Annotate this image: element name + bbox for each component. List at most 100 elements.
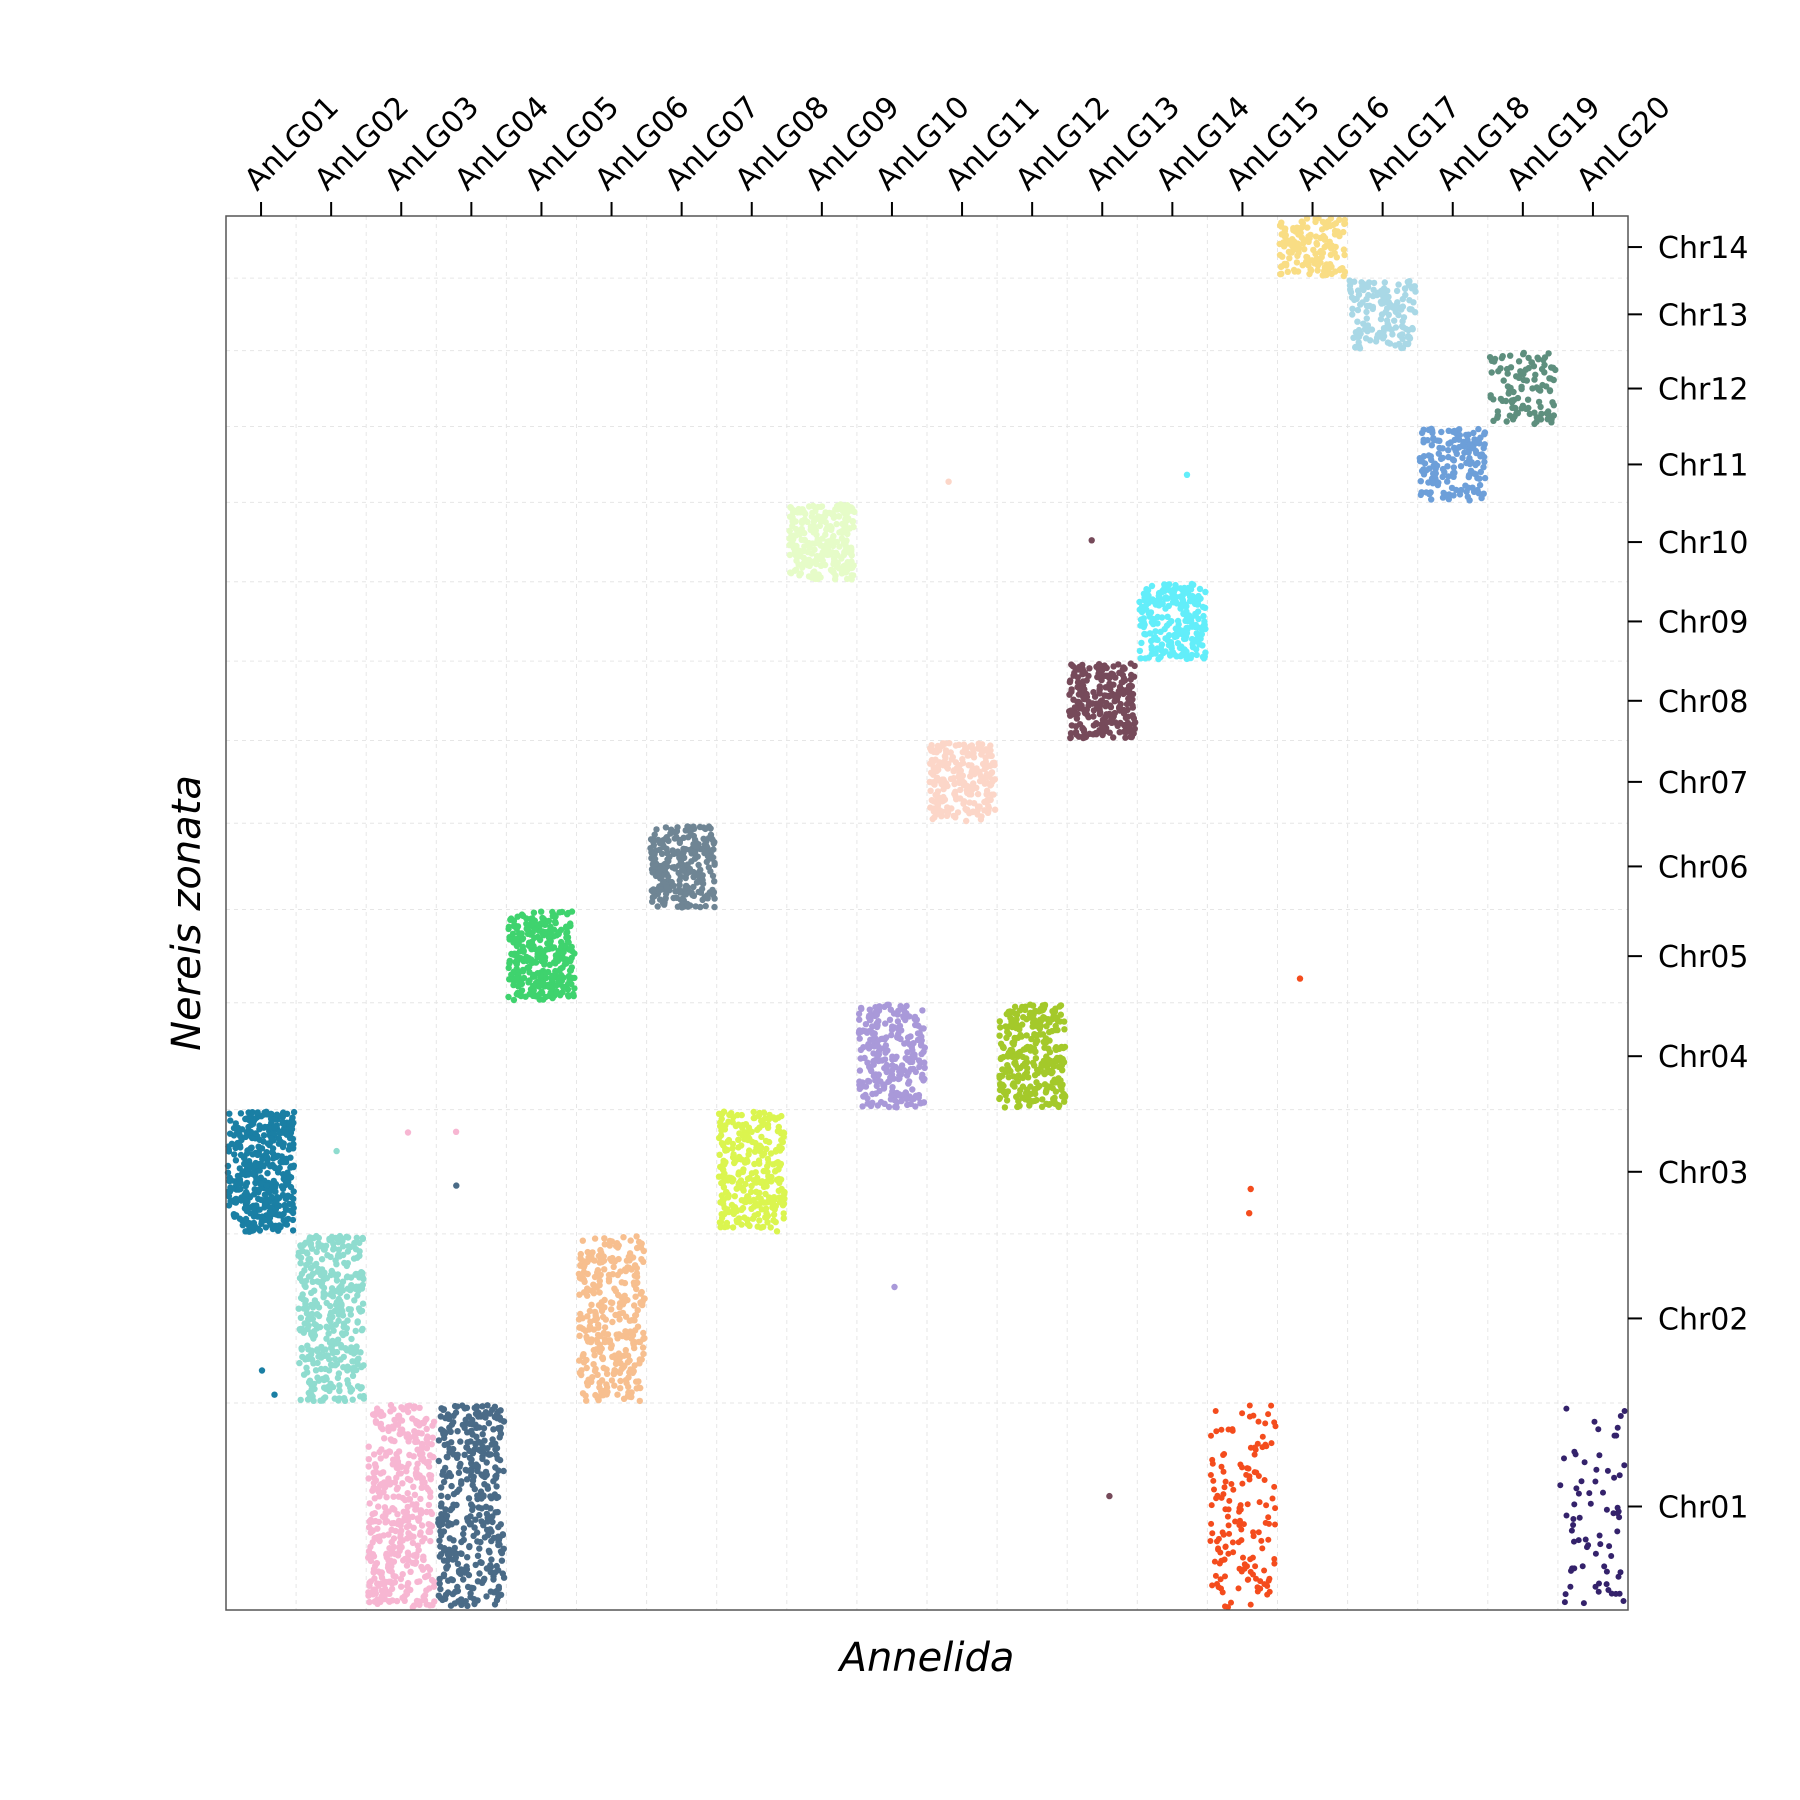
point-anlg03-chr01	[404, 1515, 411, 1522]
point-anlg04-chr01	[442, 1591, 450, 1599]
point-anlg02-chr02	[307, 1273, 315, 1280]
point-anlg08-chr03	[778, 1112, 785, 1120]
point-anlg06-chr02	[623, 1334, 630, 1341]
point-anlg09-chr10	[844, 502, 851, 509]
point-anlg03-chr01	[427, 1493, 434, 1501]
point-anlg10-chr04	[909, 1086, 916, 1093]
point-anlg08-chr03	[735, 1136, 742, 1144]
point-anlg01-chr03	[257, 1180, 265, 1187]
point-anlg02-chr02	[295, 1305, 302, 1312]
point-anlg14-chr09	[1192, 612, 1199, 619]
point-anlg01-chr03	[274, 1169, 282, 1176]
point-anlg02-chr02	[297, 1314, 305, 1322]
point-anlg04-chr01	[450, 1419, 457, 1426]
point-anlg04-chr01	[493, 1483, 500, 1490]
point-anlg15-chr01	[1252, 1446, 1259, 1453]
point-anlg16-chr14	[1278, 219, 1285, 226]
point-anlg10-chr04	[868, 1067, 875, 1075]
point-anlg10-chr04	[893, 1089, 901, 1097]
point-anlg11-chr07	[954, 809, 962, 816]
point-anlg08-chr03	[756, 1109, 763, 1117]
point-anlg09-chr10	[844, 560, 852, 567]
point-anlg05-chr05	[518, 987, 526, 994]
point-anlg03-chr01	[397, 1542, 404, 1549]
point-anlg02-chr02	[328, 1233, 336, 1241]
point-anlg03-chr01	[417, 1529, 424, 1536]
point-anlg05-chr05	[519, 912, 527, 920]
point-anlg06-chr02	[635, 1338, 642, 1346]
point-anlg02-chr02	[330, 1246, 337, 1253]
point-anlg01-chr03	[279, 1119, 287, 1126]
point-anlg11-chr07	[985, 804, 993, 812]
point-anlg08-chr03	[729, 1178, 736, 1185]
point-anlg15-chr01	[1239, 1410, 1246, 1417]
point-anlg05-chr05	[559, 954, 566, 961]
point-anlg06-chr02	[591, 1352, 598, 1359]
point-anlg04-chr01	[435, 1457, 442, 1465]
point-anlg03-chr01	[414, 1542, 421, 1549]
point-anlg05-chr05	[534, 978, 542, 985]
point-anlg13-chr08	[1129, 704, 1137, 711]
point-anlg04-chr01	[474, 1578, 482, 1585]
point-anlg03-chr01	[418, 1430, 425, 1437]
point-anlg02-chr02	[331, 1395, 338, 1402]
point-anlg01-chr03	[264, 1111, 271, 1118]
point-anlg02-chr02	[327, 1291, 334, 1298]
point-anlg02-chr02	[326, 1387, 333, 1395]
point-anlg11-chr07	[928, 769, 935, 776]
point-anlg02-chr02	[313, 1347, 321, 1355]
point-anlg10-chr04	[913, 1016, 920, 1023]
point-anlg15-chr01	[1262, 1519, 1269, 1526]
point-anlg15-chr01	[1220, 1468, 1227, 1475]
point-anlg11-chr07	[929, 779, 936, 786]
point-anlg13-chr08	[1127, 660, 1135, 667]
point-anlg07-chr06	[662, 824, 670, 831]
point-anlg12-chr04	[996, 1094, 1004, 1102]
point-anlg03-chr01	[423, 1436, 430, 1443]
point-anlg01-chr03	[289, 1209, 297, 1217]
point-anlg10-chr04	[902, 1055, 909, 1062]
point-anlg05-chr05	[509, 951, 517, 958]
point-anlg12-chr04	[1002, 1023, 1009, 1030]
point-anlg17-chr13	[1392, 324, 1400, 331]
point-anlg04-chr01	[438, 1551, 445, 1558]
point-anlg02-chr02	[308, 1386, 315, 1394]
point-anlg10-chr04	[862, 1083, 870, 1090]
point-anlg02-chr02	[333, 1307, 340, 1314]
point-anlg07-chr06	[710, 846, 717, 853]
point-anlg14-chr09	[1202, 588, 1209, 596]
point-anlg08-chr03	[762, 1205, 770, 1212]
point-anlg10-chr04	[895, 1075, 902, 1083]
point-anlg01-chr03	[282, 1216, 290, 1224]
point-anlg02-chr02	[328, 1344, 335, 1351]
point-anlg02-chr02	[355, 1287, 362, 1295]
point-anlg06-chr02	[601, 1324, 609, 1331]
point-anlg10-chr04	[888, 1031, 895, 1039]
point-anlg14-chr09	[1176, 630, 1183, 637]
point-anlg03-chr01	[404, 1431, 412, 1438]
point-anlg14-chr09	[1136, 647, 1144, 655]
point-anlg04-chr01	[472, 1516, 479, 1523]
point-anlg09-chr10	[786, 527, 793, 535]
point-anlg10-chr04	[869, 1030, 877, 1038]
point-anlg02-chr02	[329, 1349, 337, 1357]
point-anlg11-chr07	[987, 781, 995, 788]
point-anlg01-chr03	[243, 1188, 250, 1196]
point-anlg03-chr01	[380, 1412, 387, 1419]
point-anlg03-chr01	[371, 1534, 378, 1542]
point-anlg01-chr03	[259, 1215, 266, 1222]
point-anlg02-chr02	[359, 1300, 367, 1307]
point-anlg17-chr13	[1410, 299, 1417, 306]
point-anlg10-chr04	[915, 1057, 923, 1064]
point-anlg13-chr08	[1090, 713, 1097, 720]
point-anlg02-chr02	[343, 1233, 350, 1241]
point-anlg14-chr09	[1146, 613, 1154, 620]
point-anlg15-chr01	[1218, 1494, 1225, 1501]
point-anlg01-chr03	[237, 1151, 245, 1159]
point-anlg09-chr10	[811, 571, 818, 578]
point-anlg04-chr01	[452, 1555, 459, 1563]
point-anlg09-chr10	[829, 542, 837, 550]
point-anlg01-chr03	[260, 1163, 267, 1170]
point-anlg08-chr03	[751, 1148, 759, 1155]
point-anlg01-chr03	[226, 1177, 233, 1185]
